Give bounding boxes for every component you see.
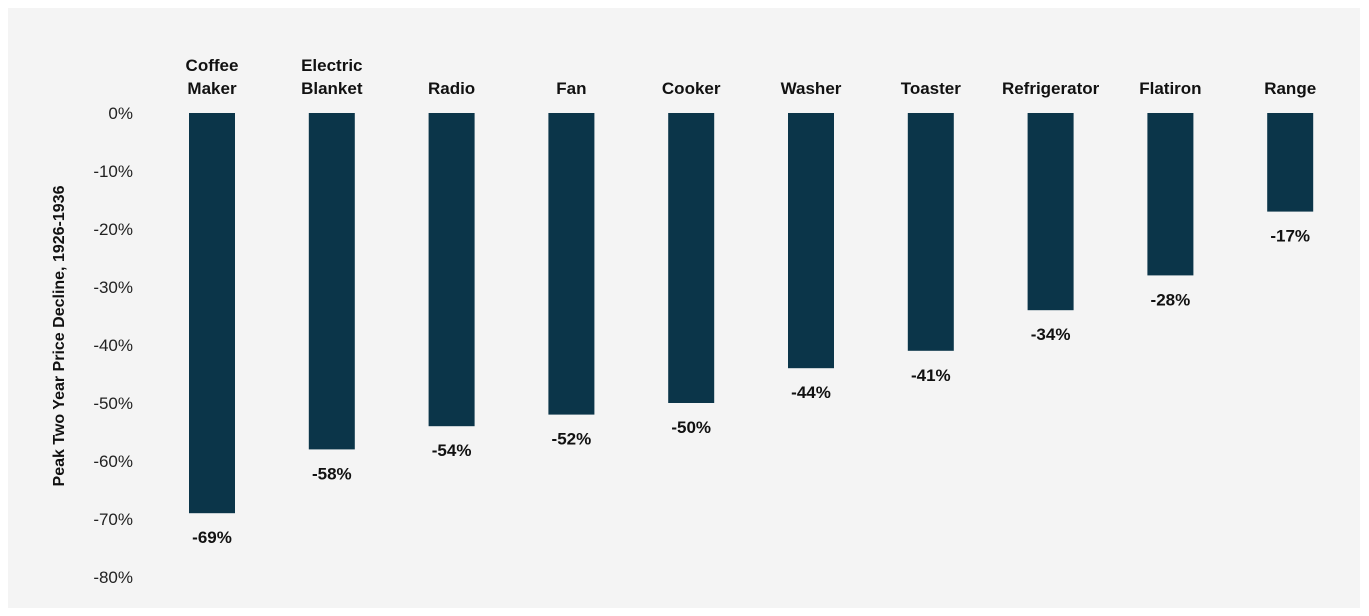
chart-panel: Peak Two Year Price Decline, 1926-1936 0… <box>8 8 1360 608</box>
bar-8 <box>1147 113 1194 276</box>
category-label: Washer <box>781 79 842 98</box>
bar-7 <box>1027 113 1074 311</box>
data-label: -69% <box>192 528 232 547</box>
data-label: -34% <box>1031 325 1071 344</box>
y-axis-ticks: 0% -10% -20% -30% -40% -50% -60% -70% -80% <box>93 104 133 587</box>
y-tick-label: -10% <box>93 162 133 181</box>
y-tick-label: -60% <box>93 452 133 471</box>
data-label: -52% <box>552 430 592 449</box>
bar-9 <box>1267 113 1314 212</box>
category-label: Range <box>1264 79 1316 98</box>
category-label: Fan <box>556 79 586 98</box>
y-tick-label: -70% <box>93 510 133 529</box>
y-axis-title: Peak Two Year Price Decline, 1926-1936 <box>51 185 68 486</box>
category-label: Refrigerator <box>1002 79 1100 98</box>
y-tick-label: -20% <box>93 220 133 239</box>
data-label: -41% <box>911 366 951 385</box>
data-label: -17% <box>1270 227 1310 246</box>
category-label: Blanket <box>301 79 363 98</box>
data-label: -44% <box>791 383 831 402</box>
data-labels: -69% -58% -54% -52% -50% -44% -41% -34% -28% -17% <box>192 227 1310 548</box>
bar-6 <box>907 113 954 351</box>
category-label: Flatiron <box>1139 79 1201 98</box>
bar-chart: Peak Two Year Price Decline, 1926-1936 0… <box>51 56 1317 587</box>
y-tick-label: -80% <box>93 568 133 587</box>
bar-1 <box>308 113 355 450</box>
bar-3 <box>548 113 595 415</box>
category-label: Cooker <box>662 79 721 98</box>
category-label: Electric <box>301 56 362 75</box>
y-tick-label: -50% <box>93 394 133 413</box>
y-axis-title-group: Peak Two Year Price Decline, 1926-1936 <box>51 185 68 486</box>
data-label: -54% <box>432 441 472 460</box>
bar-5 <box>788 113 834 369</box>
bar-0 <box>189 113 235 514</box>
bar-4 <box>668 113 715 403</box>
data-label: -58% <box>312 464 352 483</box>
bar-2 <box>428 113 475 427</box>
category-label: Toaster <box>901 79 962 98</box>
category-labels: Coffee Maker Electric Blanket Radio Fan Cooker… <box>186 56 1317 98</box>
y-tick-label: 0% <box>108 104 133 123</box>
bars <box>189 113 1314 514</box>
category-label: Coffee <box>186 56 239 75</box>
category-label: Maker <box>187 79 237 98</box>
data-label: -50% <box>671 418 711 437</box>
data-label: -28% <box>1151 290 1191 309</box>
y-tick-label: -30% <box>93 278 133 297</box>
y-tick-label: -40% <box>93 336 133 355</box>
category-label: Radio <box>428 79 475 98</box>
